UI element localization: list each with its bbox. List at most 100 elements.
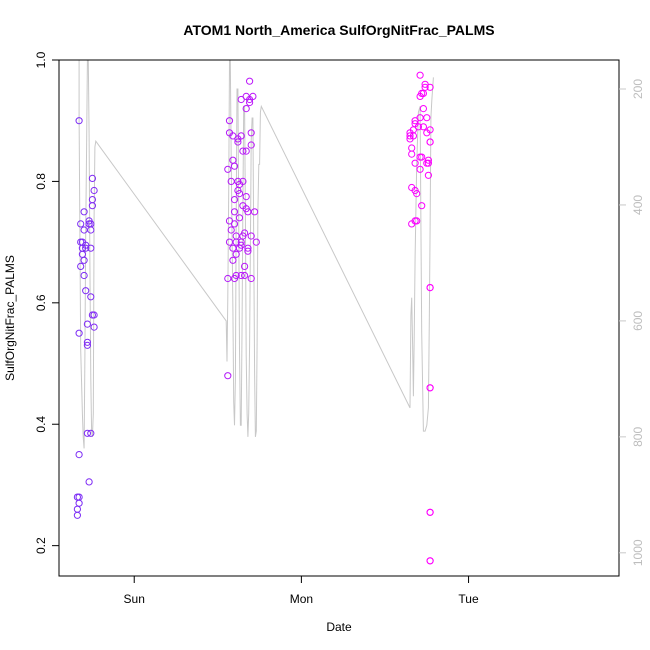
data-point	[426, 557, 434, 565]
data-point	[247, 232, 255, 240]
data-point	[227, 226, 235, 234]
data-point	[235, 214, 244, 222]
data-point	[227, 177, 235, 185]
y-tick-label: 0.6	[34, 294, 48, 311]
chart-title: ATOM1 North_America SulfOrgNitFrac_PALMS	[183, 22, 494, 38]
data-point	[426, 138, 434, 146]
data-point	[229, 244, 237, 252]
data-point	[414, 123, 422, 131]
data-point	[249, 92, 257, 101]
data-point	[242, 147, 250, 155]
data-point	[426, 384, 434, 392]
data-point	[416, 71, 424, 79]
data-point	[244, 247, 252, 255]
data-point	[82, 244, 90, 252]
data-point	[246, 98, 254, 107]
data-point	[242, 193, 250, 201]
data-point	[244, 208, 252, 216]
data-point	[413, 217, 421, 225]
data-point	[235, 190, 244, 198]
data-point	[88, 202, 97, 210]
data-point	[406, 132, 414, 140]
data-point	[83, 320, 92, 328]
data-point	[75, 451, 83, 459]
data-point	[244, 244, 252, 252]
data-point	[237, 241, 245, 249]
data-point	[421, 83, 429, 91]
data-point	[229, 256, 237, 264]
data-point	[247, 274, 255, 283]
x-tick-label: Mon	[290, 592, 313, 606]
y-tick-label: 0.4	[34, 416, 48, 433]
data-point	[73, 505, 82, 513]
y-axis-label: SulfOrgNitFrac_PALMS	[3, 255, 17, 381]
data-point	[80, 208, 88, 216]
data-point	[224, 165, 232, 173]
data-point	[224, 274, 232, 283]
data-point	[77, 262, 85, 270]
x-tick-label: Sun	[124, 592, 145, 606]
data-point	[413, 190, 421, 198]
data-point	[90, 323, 98, 331]
y-tick-label: 0.2	[34, 537, 48, 554]
data-point	[80, 226, 88, 234]
data-point	[237, 271, 245, 280]
data-point	[75, 329, 83, 337]
data-point	[232, 232, 240, 240]
secondary-y-tick-label: 1000	[631, 539, 645, 566]
data-point	[80, 271, 88, 280]
secondary-y-tick-label: 600	[631, 311, 645, 331]
data-point	[90, 186, 98, 195]
secondary-series-line	[78, 59, 434, 449]
data-point	[237, 132, 245, 140]
data-point	[224, 372, 232, 380]
data-point	[252, 238, 260, 246]
data-point	[83, 429, 92, 437]
data-point	[426, 83, 434, 91]
y-tick-label: 0.8	[34, 173, 48, 190]
data-point	[82, 287, 90, 295]
data-point	[237, 95, 245, 104]
data-point	[232, 271, 240, 280]
data-point	[230, 220, 239, 228]
data-point	[241, 271, 249, 280]
data-point	[85, 478, 93, 486]
data-point	[408, 144, 416, 152]
data-point	[424, 156, 432, 164]
data-point	[426, 284, 434, 292]
data-point	[83, 338, 92, 346]
data-point	[80, 256, 88, 264]
data-point	[426, 126, 434, 134]
data-point	[87, 226, 95, 234]
data-point	[232, 250, 240, 258]
data-point	[241, 262, 249, 270]
data-point	[418, 202, 426, 210]
data-point	[418, 153, 426, 161]
y-tick-label: 1.0	[34, 51, 48, 68]
data-point	[426, 508, 434, 516]
data-point	[409, 132, 417, 140]
data-point	[90, 311, 98, 319]
data-point	[75, 499, 83, 507]
data-point	[87, 244, 95, 252]
data-point	[87, 293, 95, 301]
data-point	[423, 114, 431, 122]
secondary-y-tick-label: 200	[631, 79, 645, 99]
data-point	[73, 511, 82, 519]
secondary-y-tick-label: 400	[631, 195, 645, 215]
data-point	[77, 220, 85, 228]
x-axis-label: Date	[326, 620, 352, 634]
data-point	[234, 138, 242, 146]
data-point	[251, 208, 259, 216]
x-tick-label: Tue	[458, 592, 479, 606]
data-point	[424, 159, 432, 167]
data-point	[419, 105, 427, 113]
data-point	[242, 105, 250, 113]
plot-frame	[58, 59, 620, 577]
data-point	[241, 229, 249, 237]
data-point	[225, 238, 234, 246]
data-point	[247, 129, 255, 137]
data-point	[246, 77, 254, 85]
chart-marks	[73, 59, 434, 565]
